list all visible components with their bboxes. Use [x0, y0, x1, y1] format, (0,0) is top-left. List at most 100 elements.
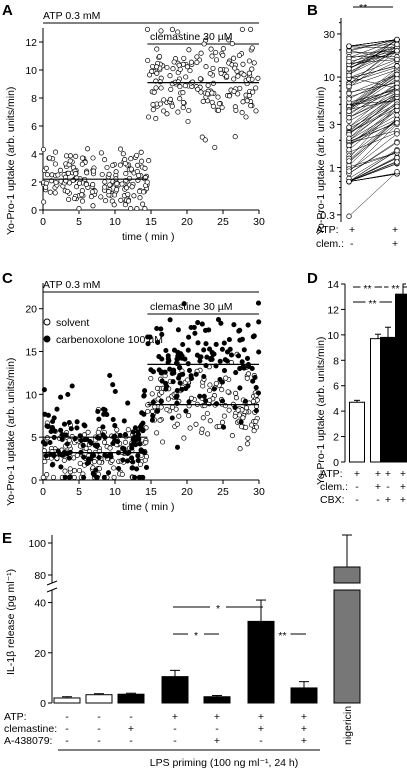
panel-a-point	[76, 180, 83, 186]
panel-a-point	[203, 64, 209, 70]
panel-b-point	[394, 155, 400, 161]
panel-d-significance-bg	[365, 297, 380, 307]
panel-c-carbenoxolone-point	[110, 440, 116, 447]
panel-c-solvent-point	[125, 427, 131, 433]
panel-d-row-label: ATP:	[320, 468, 343, 480]
panel-a-point	[185, 118, 191, 125]
panel-c-carbenoxolone-point	[40, 439, 46, 445]
panel-c-carbenoxolone-point	[158, 399, 164, 405]
panel-c-carbenoxolone-point	[195, 340, 201, 346]
panel-b-pair-line	[348, 93, 398, 139]
panel-b-pair-line	[348, 49, 398, 73]
panel-b-point	[394, 89, 400, 96]
panel-c-carbenoxolone-point	[69, 383, 75, 389]
panel-a-point	[187, 68, 193, 74]
panel-a-point	[47, 155, 53, 161]
panel-c-carbenoxolone-point	[242, 398, 249, 404]
legend-solvent-label: solvent	[56, 317, 89, 329]
panel-c-carbenoxolone-point	[155, 339, 161, 345]
panel-b-point	[346, 213, 352, 219]
panel-c-solvent-point	[165, 396, 171, 402]
panel-a-point	[183, 74, 189, 80]
panel-c-solvent-point	[248, 422, 255, 428]
panel-c-carbenoxolone-point	[88, 440, 94, 446]
panel-a-point	[142, 206, 148, 212]
panel-c-solvent-point	[145, 408, 151, 415]
panel-b-ylabel: Yo-Pro-1 uptake (arb. units/min)	[315, 87, 327, 235]
panel-b-pair-line	[348, 44, 398, 47]
panel-c-y-tick-label: 20	[25, 304, 37, 316]
panel-a-point	[90, 182, 96, 188]
panel-b-y-tick-label: 0.3	[320, 210, 335, 222]
panel-b-pair-line	[348, 82, 398, 93]
legend-carbenoxolone-label: carbenoxolone 100 µM	[56, 334, 163, 346]
panel-c-carbenoxolone-point	[159, 378, 165, 384]
panel-c-carbenoxolone-point	[142, 388, 148, 394]
panel-b-y-tick-label: 10	[323, 72, 335, 84]
panel-c-ylabel: Yo-Pro-1 uptake (arb. units/min)	[5, 358, 17, 506]
panel-a-point	[119, 181, 125, 187]
panel-a-point	[107, 182, 113, 188]
panel-c-solvent-point	[44, 472, 50, 478]
panel-c-solvent-point	[160, 439, 166, 445]
panel-e-row-value: +	[258, 711, 264, 723]
panel-e-bar	[290, 687, 318, 704]
panel-a-point	[244, 98, 250, 104]
panel-a-point	[220, 46, 226, 52]
panel-b-pair-line	[348, 61, 398, 85]
panel-c-solvent-point	[221, 413, 227, 419]
panel-b-pair-line	[348, 89, 398, 114]
panel-a-point	[207, 71, 213, 77]
panel-c-carbenoxolone-point	[47, 439, 53, 446]
panel-c-carbenoxolone-point	[81, 474, 87, 480]
panel-e-row-value: +	[128, 723, 134, 735]
panel-a-point	[169, 103, 175, 109]
panel-c-carbenoxolone-point	[136, 474, 142, 480]
panel-c-carbenoxolone-point	[250, 378, 256, 384]
panel-c-carbenoxolone-point	[66, 419, 72, 426]
panel-b-pair-line	[348, 78, 398, 112]
panel-e-significance-label: **	[278, 630, 286, 642]
panel-c-carbenoxolone-point	[44, 423, 50, 429]
panel-a-point	[224, 73, 230, 79]
panel-c-solvent-point	[207, 397, 213, 403]
panel-a-point	[111, 202, 117, 208]
panel-c-carbenoxolone-point	[154, 408, 160, 414]
panel-a-point	[210, 80, 216, 86]
panel-e-xlabel: LPS priming (100 ng ml⁻¹, 24 h)	[150, 757, 299, 769]
panel-a-point	[84, 170, 90, 176]
panel-c-carbenoxolone-point	[217, 377, 223, 383]
panel-a-point	[71, 195, 77, 202]
panel-b-pair-line	[348, 157, 398, 182]
panel-c-solvent-point	[101, 439, 108, 445]
panel-a-y-tick-label: 10	[25, 65, 37, 77]
panel-a-y-tick-label: 8	[31, 93, 37, 105]
panel-a-point	[171, 59, 177, 65]
panel-a-point	[175, 79, 181, 85]
panel-c-carbenoxolone-point	[74, 425, 80, 431]
panel-c-carbenoxolone-point	[81, 454, 87, 460]
panel-c-carbenoxolone-point	[244, 355, 251, 361]
legend-carbenoxolone-marker	[43, 335, 51, 343]
panel-c-carbenoxolone-point	[163, 386, 169, 392]
panel-c-solvent-point	[71, 468, 78, 474]
panel-c-solvent-point	[235, 407, 241, 413]
panel-a-point	[43, 184, 49, 190]
panel-b-pair-line	[348, 39, 398, 58]
panel-c-carbenoxolone-point	[197, 393, 203, 399]
panel-c-carbenoxolone-point	[191, 324, 197, 330]
panel-c-solvent-point	[157, 417, 163, 423]
panel-a-point	[235, 73, 241, 79]
panel-letter-e: E	[2, 530, 12, 547]
panel-c-x-tick-label: 20	[181, 486, 193, 498]
panel-e-row-value: -	[65, 723, 69, 735]
panel-c-carbenoxolone-point	[181, 301, 187, 307]
panel-a-point	[114, 181, 120, 187]
panel-c-carbenoxolone-point	[206, 327, 212, 333]
panel-a-ylabel: Yo-Pro-1 uptake (arb. units/min)	[5, 87, 17, 235]
panel-a-point	[128, 156, 134, 162]
panel-c-carbenoxolone-point	[180, 341, 186, 348]
panel-c-solvent-point	[253, 418, 259, 424]
panel-a-point	[114, 187, 120, 193]
panel-b-point	[346, 58, 352, 65]
